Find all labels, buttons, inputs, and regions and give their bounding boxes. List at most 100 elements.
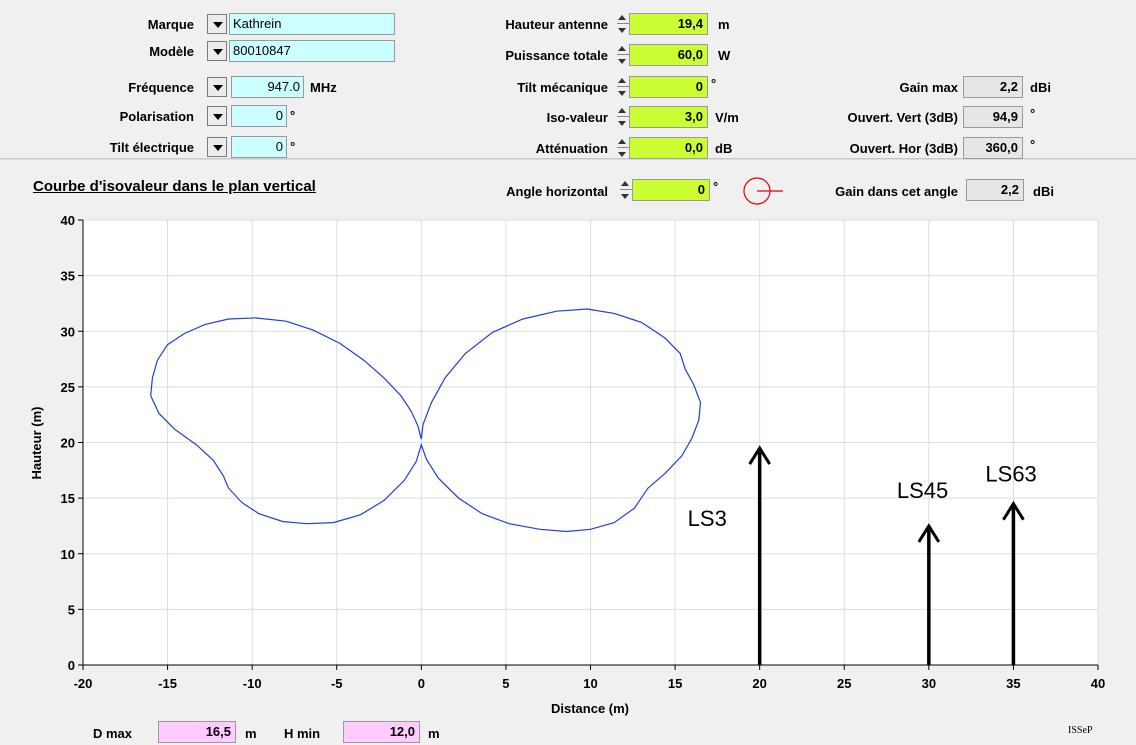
x-tick-label: 10	[583, 676, 597, 691]
y-tick-label: 0	[68, 658, 75, 673]
x-tick-label: 30	[922, 676, 936, 691]
hauteur-antenne-label: Hauteur antenne	[505, 17, 608, 32]
marque-dropdown-button[interactable]	[207, 14, 227, 34]
plot-title: Courbe d'isovaleur dans le plan vertical	[33, 178, 316, 195]
y-tick-label: 5	[68, 602, 75, 617]
attenuation-unit: dB	[715, 141, 733, 156]
dmax-field: 16,5	[158, 721, 236, 743]
marque-field[interactable]: Kathrein	[229, 13, 395, 35]
attenuation-field[interactable]: 0,0	[629, 137, 708, 159]
y-tick-label: 35	[61, 269, 75, 284]
iso-valeur-spinner[interactable]	[617, 106, 635, 128]
hmin-field: 12,0	[343, 721, 420, 743]
marque-label: Marque	[147, 17, 194, 32]
hmin-label: H min	[284, 726, 321, 741]
brand-logo: ISSeP	[1068, 725, 1093, 736]
hmin-unit: m	[428, 726, 440, 741]
y-tick-label: 20	[61, 436, 75, 451]
curves	[150, 308, 702, 533]
ouvert-vert-field: 94,9	[963, 106, 1023, 128]
y-tick-label: 15	[61, 491, 75, 506]
annotation-label: LS63	[985, 462, 1036, 487]
tilt-mecanique-spinner[interactable]	[617, 76, 635, 98]
x-tick-label: 25	[837, 676, 851, 691]
tilt-electrique-field[interactable]: 0	[231, 136, 287, 158]
iso-valeur-field[interactable]: 3,0	[629, 106, 708, 128]
frequence-field[interactable]: 947.0	[231, 76, 304, 98]
gain-angle-field: 2,2	[966, 179, 1024, 201]
annotations: LS3 LS45 LS63	[688, 445, 1037, 665]
y-tick-label: 10	[61, 547, 75, 562]
gain-max-unit: dBi	[1030, 80, 1051, 95]
ouvert-hor-unit: °	[1030, 137, 1036, 152]
ouvert-vert-label: Ouvert. Vert (3dB)	[847, 110, 958, 125]
gain-max-field: 2,2	[963, 76, 1023, 98]
tick-labels: -20 -15 -10 -5 0 5 10 15 20 25 30 35 40 0 5 10 15 20 25 30 3…	[61, 213, 1106, 691]
puissance-totale-spinner[interactable]	[617, 44, 635, 66]
annotation-arrow-head	[748, 445, 771, 465]
tilt-electrique-unit: °	[290, 139, 296, 154]
isovalue-chart: -20 -15 -10 -5 0 5 10 15 20 25 30 35 40 0 5 10 15 20 25 30 3…	[29, 213, 1106, 716]
annotation-arrow-head	[1002, 500, 1025, 521]
hauteur-antenne-field[interactable]: 19,4	[629, 13, 708, 35]
x-tick-label: 20	[752, 676, 766, 691]
annotation-label: LS3	[688, 506, 727, 531]
polarisation-dropdown-button[interactable]	[207, 106, 227, 126]
frequence-unit: MHz	[310, 80, 337, 95]
annotation-label: LS45	[897, 478, 948, 503]
annotation-arrow-head	[917, 523, 941, 543]
polarisation-label: Polarisation	[119, 109, 194, 124]
x-tick-label: 0	[418, 676, 425, 691]
x-tick-label: 5	[502, 676, 509, 691]
angle-horizontal-spinner[interactable]	[620, 179, 638, 201]
isovalue-curve	[150, 308, 702, 533]
x-tick-label: -5	[331, 676, 343, 691]
x-tick-label: -20	[74, 676, 93, 691]
dmax-label: D max	[93, 726, 133, 741]
iso-valeur-label: Iso-valeur	[546, 110, 608, 125]
gain-angle-unit: dBi	[1033, 184, 1054, 199]
tilt-electrique-dropdown-button[interactable]	[207, 137, 227, 157]
ouvert-hor-label: Ouvert. Hor (3dB)	[849, 141, 958, 156]
parameters-panel	[0, 0, 1136, 158]
tilt-mecanique-field[interactable]: 0	[629, 76, 708, 98]
hauteur-antenne-unit: m	[718, 17, 730, 32]
tilt-mecanique-unit: °	[711, 76, 717, 91]
gain-angle-label: Gain dans cet angle	[835, 184, 958, 199]
x-tick-label: 35	[1006, 676, 1020, 691]
modele-field[interactable]: 80010847	[229, 40, 395, 62]
puissance-totale-unit: W	[718, 48, 731, 63]
puissance-totale-label: Puissance totale	[505, 48, 608, 63]
modele-dropdown-button[interactable]	[207, 41, 227, 61]
x-tick-label: 40	[1091, 676, 1105, 691]
ouvert-vert-unit: °	[1030, 106, 1036, 121]
frequence-dropdown-button[interactable]	[207, 77, 227, 97]
angle-horizontal-unit: °	[713, 179, 719, 194]
x-axis-label: Distance (m)	[551, 701, 629, 716]
puissance-totale-field[interactable]: 60,0	[629, 44, 708, 66]
angle-indicator-icon	[743, 177, 783, 205]
divider	[0, 158, 1136, 161]
y-tick-label: 25	[61, 380, 75, 395]
polarisation-unit: °	[290, 108, 296, 123]
ouvert-hor-field: 360,0	[963, 137, 1023, 159]
gain-max-label: Gain max	[899, 80, 958, 95]
tilt-mecanique-label: Tilt mécanique	[517, 80, 608, 95]
x-tick-label: -10	[243, 676, 262, 691]
angle-horizontal-field[interactable]: 0	[632, 179, 710, 201]
x-tick-label: -15	[158, 676, 177, 691]
hauteur-antenne-spinner[interactable]	[617, 13, 635, 35]
attenuation-label: Atténuation	[535, 141, 608, 156]
modele-label: Modèle	[149, 44, 194, 59]
y-axis-label: Hauteur (m)	[29, 407, 44, 480]
attenuation-spinner[interactable]	[617, 137, 635, 159]
iso-valeur-unit: V/m	[715, 110, 739, 125]
x-tick-label: 15	[668, 676, 682, 691]
tilt-electrique-label: Tilt électrique	[109, 140, 194, 155]
dmax-unit: m	[245, 726, 257, 741]
y-tick-label: 30	[61, 324, 75, 339]
angle-horizontal-label: Angle horizontal	[506, 184, 608, 199]
y-tick-label: 40	[61, 213, 75, 228]
polarisation-field[interactable]: 0	[231, 105, 287, 127]
frequence-label: Fréquence	[128, 80, 194, 95]
